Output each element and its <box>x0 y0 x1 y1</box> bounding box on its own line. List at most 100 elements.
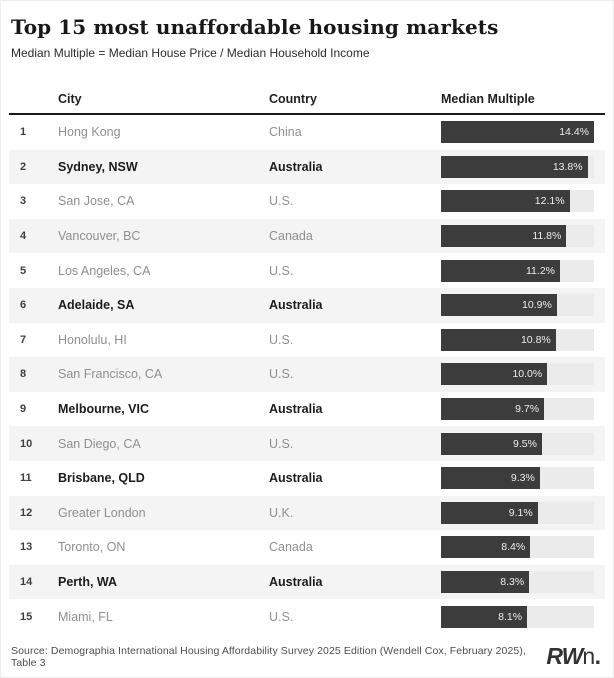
country-cell: Australia <box>269 575 323 590</box>
median-multiple-cell: 13.8% <box>441 155 605 178</box>
bar-track: 12.1% <box>441 190 594 213</box>
bar-fill: 8.4% <box>441 536 531 559</box>
bar-track: 9.3% <box>441 467 594 490</box>
bar-value-label: 9.5% <box>512 437 537 450</box>
city-cell: San Diego, CA <box>58 436 141 451</box>
bar-value-label: 9.1% <box>508 506 533 519</box>
bar-track: 10.8% <box>441 328 594 351</box>
bar-value-label: 8.3% <box>500 576 525 589</box>
footer: Source: Demographia International Housin… <box>9 645 605 669</box>
country-cell: U.K. <box>269 505 294 520</box>
bar-value-label: 10.9% <box>522 299 552 312</box>
rank-cell: 14 <box>20 576 33 589</box>
median-multiple-cell: 9.7% <box>441 398 605 421</box>
country-cell: Canada <box>269 229 313 244</box>
table-row: 9 Melbourne, VIC Australia 9.7% <box>9 392 605 427</box>
bar-track: 11.2% <box>441 259 594 282</box>
bar-track: 8.3% <box>441 571 594 594</box>
country-cell: U.S. <box>269 436 294 451</box>
city-cell: Perth, WA <box>58 575 118 590</box>
median-multiple-cell: 10.9% <box>441 294 605 317</box>
median-multiple-cell: 14.4% <box>441 121 605 144</box>
bar-track: 8.1% <box>441 605 594 628</box>
bar-value-label: 9.7% <box>515 403 540 416</box>
bar-value-label: 10.8% <box>520 333 551 346</box>
country-cell: U.S. <box>269 332 294 347</box>
rank-cell: 9 <box>20 403 27 416</box>
median-multiple-cell: 9.5% <box>441 432 605 455</box>
country-cell: U.S. <box>269 367 294 382</box>
bar-value-label: 10.0% <box>512 368 543 381</box>
rank-cell: 12 <box>20 506 33 519</box>
table-header-row: City Country Median Multiple <box>9 84 605 115</box>
table-row: 2 Sydney, NSW Australia 13.8% <box>9 149 605 185</box>
bar-track: 10.9% <box>441 294 594 317</box>
city-cell: Sydney, NSW <box>58 159 138 174</box>
city-cell: San Jose, CA <box>58 194 135 209</box>
rwn-logo-rw: RW <box>546 643 583 670</box>
bar-fill: 9.1% <box>441 501 538 524</box>
rank-cell: 3 <box>20 195 27 208</box>
country-cell: China <box>269 125 302 140</box>
city-cell: Greater London <box>58 505 146 520</box>
bar-track: 9.1% <box>441 501 594 524</box>
median-multiple-cell: 10.8% <box>441 328 605 351</box>
city-cell: San Francisco, CA <box>58 367 163 382</box>
country-cell: U.S. <box>269 194 294 209</box>
rwn-logo-dot: . <box>594 643 601 670</box>
median-multiple-cell: 8.3% <box>441 571 605 594</box>
table-row: 4 Vancouver, BC Canada 11.8% <box>9 218 605 254</box>
rank-cell: 10 <box>20 437 33 450</box>
city-cell: Brisbane, QLD <box>58 471 145 486</box>
country-cell: Australia <box>269 298 323 313</box>
city-cell: Melbourne, VIC <box>58 402 149 417</box>
median-multiple-cell: 12.1% <box>441 190 605 213</box>
table-row: 1 Hong Kong China 14.4% <box>9 115 605 150</box>
bar-fill: 10.0% <box>441 363 548 386</box>
city-cell: Vancouver, BC <box>58 229 141 244</box>
median-multiple-cell: 11.2% <box>441 259 605 282</box>
bar-fill: 10.8% <box>441 328 556 351</box>
rank-cell: 15 <box>20 610 33 623</box>
bar-fill: 8.3% <box>441 571 530 594</box>
housing-markets-table: City Country Median Multiple 1 Hong Kong… <box>9 84 605 634</box>
column-header-city: City <box>58 91 82 106</box>
rank-cell: 5 <box>20 264 27 277</box>
page-title: Top 15 most unaffordable housing markets <box>11 15 499 39</box>
bar-fill: 11.8% <box>441 225 567 248</box>
table-row: 11 Brisbane, QLD Australia 9.3% <box>9 461 605 496</box>
bar-value-label: 14.4% <box>559 126 589 139</box>
bar-value-label: 8.4% <box>501 541 526 554</box>
table-row: 10 San Diego, CA U.S. 9.5% <box>9 426 605 461</box>
median-multiple-cell: 9.3% <box>441 467 605 490</box>
bar-fill: 14.4% <box>441 121 594 144</box>
bar-track: 13.8% <box>441 155 594 178</box>
bar-fill: 10.9% <box>441 294 557 317</box>
median-multiple-cell: 11.8% <box>441 225 605 248</box>
rwn-logo: RWn. <box>546 645 601 668</box>
table-row: 7 Honolulu, HI U.S. 10.8% <box>9 323 605 358</box>
bar-value-label: 9.3% <box>510 472 535 485</box>
column-header-country: Country <box>269 91 317 106</box>
country-cell: Canada <box>269 540 313 555</box>
median-multiple-cell: 8.1% <box>441 605 605 628</box>
bar-value-label: 13.8% <box>552 160 583 173</box>
rank-cell: 8 <box>20 368 27 381</box>
city-cell: Honolulu, HI <box>58 332 127 347</box>
page-subtitle: Median Multiple = Median House Price / M… <box>11 46 370 60</box>
table-row: 12 Greater London U.K. 9.1% <box>9 495 605 531</box>
bar-track: 9.7% <box>441 398 594 421</box>
bar-track: 8.4% <box>441 536 594 559</box>
table-row: 6 Adelaide, SA Australia 10.9% <box>9 287 605 323</box>
country-cell: U.S. <box>269 609 294 624</box>
bar-fill: 8.1% <box>441 605 528 628</box>
median-multiple-cell: 9.1% <box>441 501 605 524</box>
rank-cell: 4 <box>20 230 27 243</box>
table-row: 13 Toronto, ON Canada 8.4% <box>9 530 605 565</box>
rank-cell: 2 <box>20 160 27 173</box>
table-body: 1 Hong Kong China 14.4% 2 Sydney, NSW Au… <box>9 115 605 634</box>
city-cell: Miami, FL <box>58 609 113 624</box>
bar-fill: 9.3% <box>441 467 540 490</box>
table-row: 15 Miami, FL U.S. 8.1% <box>9 599 605 634</box>
country-cell: Australia <box>269 159 323 174</box>
